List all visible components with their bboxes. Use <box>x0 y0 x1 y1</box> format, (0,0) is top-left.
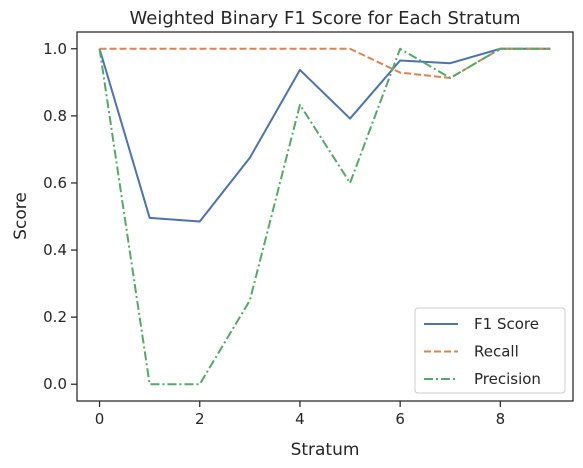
legend-label-precision: Precision <box>474 370 541 388</box>
legend-label-recall: Recall <box>474 343 519 361</box>
y-axis-label: Score <box>11 192 31 240</box>
x-tick-label: 0 <box>95 410 105 428</box>
legend-box <box>414 307 566 394</box>
y-tick-label: 0.4 <box>43 241 67 259</box>
y-tick-label: 0.0 <box>43 375 67 393</box>
legend-label-f1-score: F1 Score <box>474 315 539 333</box>
x-axis-label: Stratum <box>291 440 360 460</box>
chart-title: Weighted Binary F1 Score for Each Stratu… <box>130 8 521 29</box>
plot-frame <box>76 31 574 402</box>
series-line-f1-score <box>98 47 551 223</box>
x-tick-label: 8 <box>496 410 506 428</box>
y-tick-label: 1.0 <box>43 40 67 58</box>
x-tick-label: 4 <box>295 410 305 428</box>
x-tick-label: 6 <box>395 410 405 428</box>
y-tick-label: 0.2 <box>43 308 67 326</box>
series-line-precision <box>98 47 551 386</box>
y-axis: 0.0 0.2 0.4 0.6 0.8 1.0 <box>43 40 77 393</box>
y-tick-label: 0.6 <box>43 174 67 192</box>
series-lines <box>98 47 551 386</box>
x-tick-label: 2 <box>195 410 205 428</box>
y-tick-label: 0.8 <box>43 107 67 125</box>
x-axis: 0 2 4 6 8 <box>95 401 505 428</box>
legend: F1 Score Recall Precision <box>414 307 566 394</box>
